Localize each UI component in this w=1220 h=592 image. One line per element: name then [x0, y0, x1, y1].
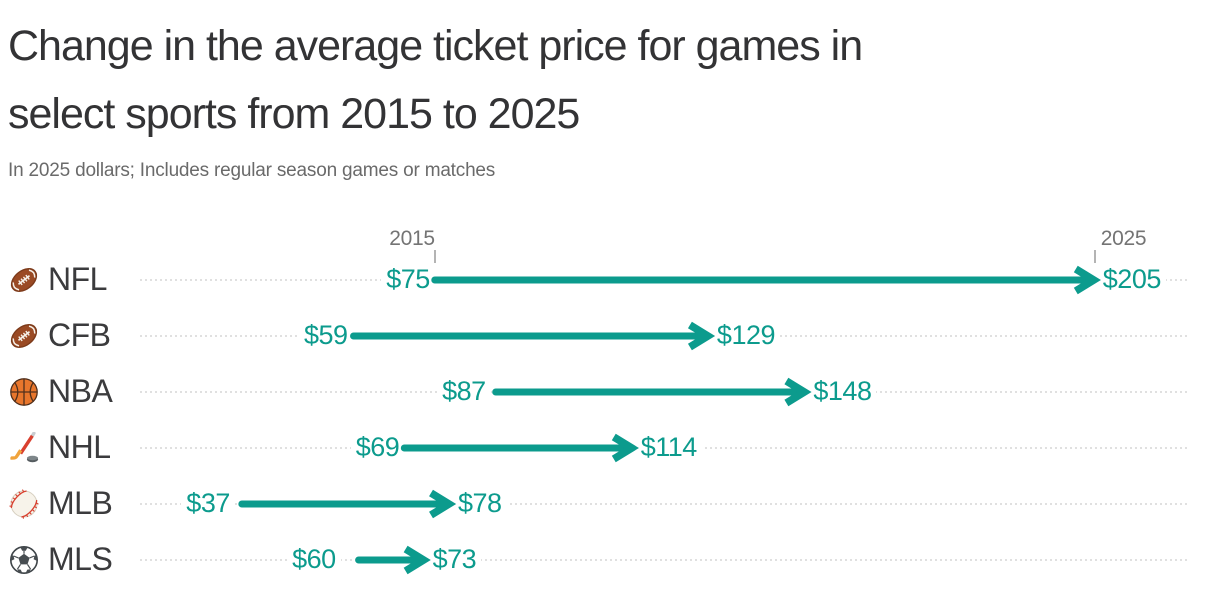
row-leader-line — [140, 279, 1190, 281]
chart-title-line2: select sports from 2015 to 2025 — [8, 90, 580, 138]
row-leader-line — [140, 503, 1190, 505]
row-leader-line — [140, 335, 1190, 337]
row-label-NBA: NBA — [48, 372, 113, 409]
axis-label-2025: 2025 — [1100, 227, 1147, 250]
chart-title: Change in the average ticket price for g… — [8, 12, 863, 148]
row-label-CFB: CFB — [48, 316, 111, 353]
end-value-CFB: $129 — [711, 319, 780, 351]
football-icon — [8, 320, 40, 352]
end-value-NBA: $148 — [808, 375, 877, 407]
start-value-NFL: $75 — [381, 263, 435, 295]
soccer-icon — [8, 544, 40, 576]
axis-label-2015: 2015 — [389, 227, 435, 250]
end-value-MLB: $78 — [453, 487, 507, 519]
axis-tick-2025 — [1093, 250, 1096, 263]
basketball-icon — [8, 376, 40, 408]
baseball-icon — [8, 488, 40, 520]
chart-title-line1: Change in the average ticket price for g… — [8, 22, 863, 70]
end-value-MLS: $73 — [427, 543, 482, 575]
row-label-NFL: NFL — [48, 260, 107, 297]
football-icon — [8, 264, 40, 296]
chart-subtitle: In 2025 dollars; Includes regular season… — [8, 160, 496, 181]
axis-tick-2015 — [433, 250, 436, 263]
row-leader-line — [140, 391, 1190, 393]
end-value-NFL: $205 — [1097, 263, 1166, 295]
end-value-NHL: $114 — [635, 431, 702, 463]
row-label-MLB: MLB — [48, 484, 113, 521]
row-leader-line — [140, 559, 1190, 561]
row-label-NHL: NHL — [48, 428, 111, 465]
start-value-CFB: $59 — [298, 319, 353, 351]
start-value-NHL: $69 — [350, 431, 405, 463]
start-value-MLB: $37 — [181, 487, 235, 519]
row-label-MLS: MLS — [48, 540, 113, 577]
start-value-MLS: $60 — [287, 543, 341, 575]
hockey-icon — [8, 432, 40, 464]
start-value-NBA: $87 — [437, 375, 491, 407]
